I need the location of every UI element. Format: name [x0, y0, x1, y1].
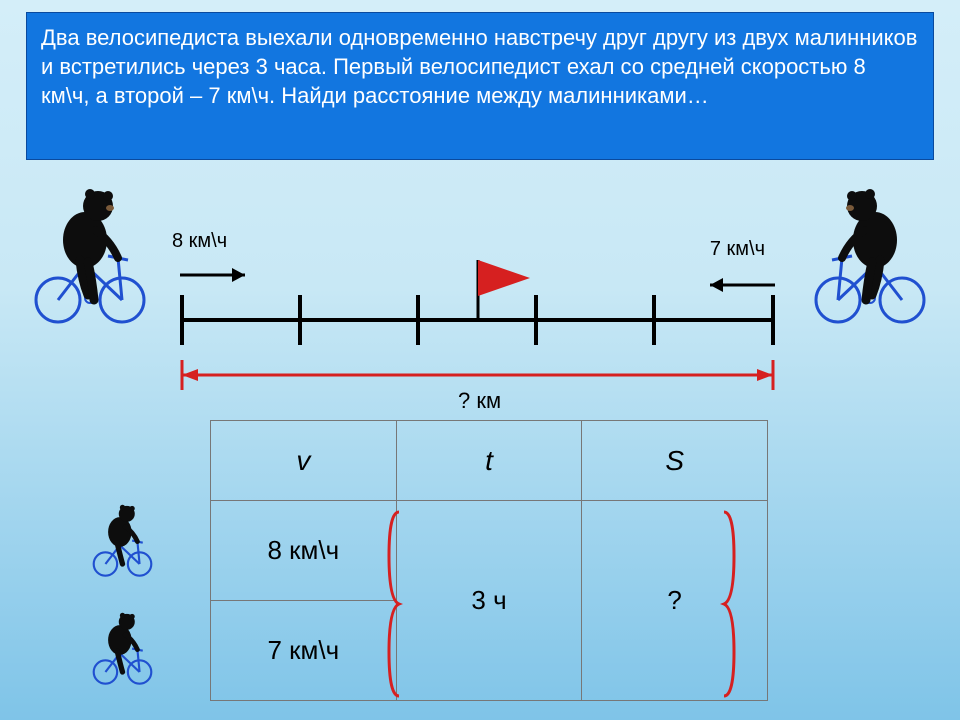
brace-right-icon	[720, 508, 738, 700]
brace-left-icon	[385, 508, 403, 700]
number-line-svg	[180, 230, 780, 410]
bear-left-icon	[30, 180, 150, 330]
cell-s: ?	[582, 501, 768, 701]
small-bear-2-icon	[90, 608, 155, 688]
problem-ellipsis: …	[687, 83, 709, 108]
data-table: v t S 8 км\ч 3 ч ? 7 км\ч	[210, 420, 768, 701]
number-line-diagram: 8 км\ч 7 км\ч ? км	[180, 230, 780, 410]
header-v: v	[211, 421, 397, 501]
small-bear-1-icon	[90, 500, 155, 580]
speed-left-label: 8 км\ч	[172, 230, 227, 253]
speed-right-label: 7 км\ч	[710, 238, 765, 261]
problem-text: Два велосипедиста выехали одновременно н…	[41, 25, 917, 108]
table-header-row: v t S	[211, 421, 768, 501]
cell-v2: 7 км\ч	[211, 601, 397, 701]
problem-text-box: Два велосипедиста выехали одновременно н…	[26, 12, 934, 160]
cell-v1: 8 км\ч	[211, 501, 397, 601]
header-s: S	[582, 421, 768, 501]
distance-label: ? км	[458, 388, 501, 414]
header-t: t	[396, 421, 582, 501]
bear-right-icon	[810, 180, 930, 330]
table-row: 8 км\ч 3 ч ?	[211, 501, 768, 601]
cell-t: 3 ч	[396, 501, 582, 701]
